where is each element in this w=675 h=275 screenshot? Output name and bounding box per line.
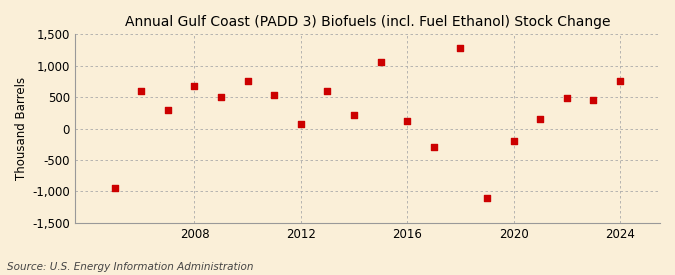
Point [482, 196, 493, 200]
Y-axis label: Thousand Barrels: Thousand Barrels [15, 77, 28, 180]
Point [109, 186, 120, 191]
Point [615, 79, 626, 84]
Point [296, 121, 306, 126]
Point [562, 96, 572, 100]
Point [429, 145, 439, 149]
Title: Annual Gulf Coast (PADD 3) Biofuels (incl. Fuel Ethanol) Stock Change: Annual Gulf Coast (PADD 3) Biofuels (inc… [125, 15, 610, 29]
Point [216, 94, 227, 99]
Point [508, 139, 519, 143]
Point [242, 79, 253, 83]
Point [269, 93, 279, 98]
Point [375, 60, 386, 64]
Point [455, 46, 466, 50]
Text: Source: U.S. Energy Information Administration: Source: U.S. Energy Information Administ… [7, 262, 253, 272]
Point [535, 116, 545, 121]
Point [136, 89, 146, 93]
Point [402, 119, 412, 123]
Point [588, 98, 599, 102]
Point [322, 89, 333, 93]
Point [189, 84, 200, 88]
Point [349, 113, 360, 118]
Point [163, 108, 173, 112]
